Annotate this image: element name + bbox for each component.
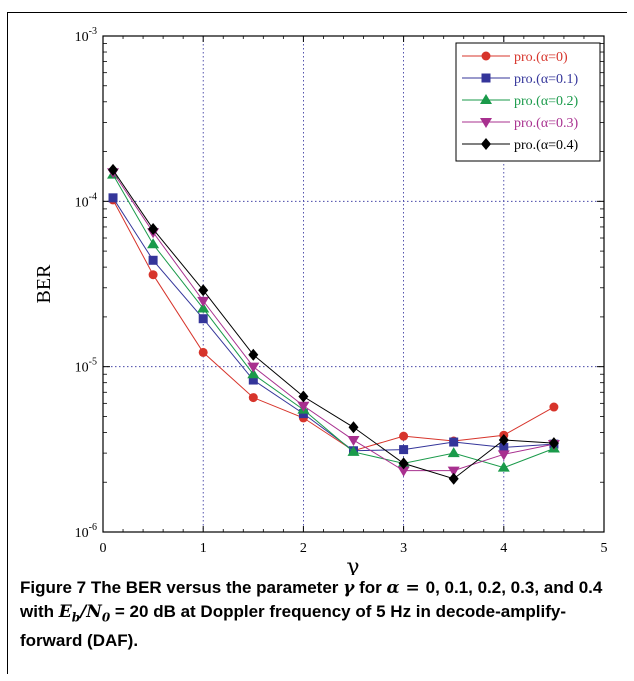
data-point-0 [399,431,409,441]
legend-marker [481,138,491,150]
y-axis-label: BER [33,264,55,304]
series-line-2 [112,174,555,469]
axis-ticks: 0 1 2 3 4 5 10-6 10-5 10-4 10-3 [75,26,608,556]
data-point-0 [549,402,559,412]
x-tick-label: 4 [500,541,507,556]
y-tick-label: 10-3 [75,26,97,45]
data-point-0 [198,347,208,357]
series-1 [108,193,559,456]
data-point-2 [197,302,210,313]
series-layer [107,163,560,485]
data-point-3 [197,296,210,307]
data-point-2 [147,238,160,249]
x-tick-label: 1 [200,541,207,556]
caption-frame-left [7,12,8,674]
data-point-2 [497,461,510,472]
equals-20: = 20 [110,602,149,621]
legend-marker [480,118,492,128]
caption-frame-top [7,12,627,13]
legend-marker [481,73,491,83]
data-point-0 [148,270,158,280]
data-point-4 [448,472,459,485]
y-tick-label: 10-5 [75,357,97,376]
data-point-1 [298,409,308,419]
data-point-1 [449,437,459,447]
data-point-4 [198,284,209,297]
y-tick-label: 10-6 [75,522,97,541]
data-point-3 [397,466,410,477]
data-point-4 [248,348,259,361]
data-point-4 [348,421,359,434]
data-point-2 [447,447,460,458]
figure-caption: Figure 7 The BER versus the parameter γ … [20,576,620,653]
x-tick-label: 5 [601,541,608,556]
data-point-1 [248,375,258,385]
ber-chart: 0 1 2 3 4 510-610-510-410-3 pro.(α=0)pro.(α=0… [33,26,608,575]
data-point-4 [548,437,559,450]
data-point-2 [347,445,360,456]
data-point-3 [247,362,260,373]
legend-marker [480,94,492,104]
data-point-4 [298,390,309,403]
legend-entry-label: pro.(α=0.1) [514,72,579,87]
data-point-1 [198,314,208,324]
caption-text-4: dB at Doppler frequency of 5 Hz in decod… [20,602,566,651]
legend: pro.(α=0) pro.(α=0.1) pro.(α=0.2) pro.(α=0.… [455,42,601,162]
data-point-1 [148,255,158,265]
legend-entry-label: pro.(α=0) [514,50,568,65]
data-point-1 [499,442,509,452]
y-tick-label: 10-4 [75,191,97,210]
series-line-0 [112,199,555,452]
data-point-3 [347,436,360,447]
caption-text-3: 0, 0.1, 0.2, 0.3, and 0.4 with [20,578,603,621]
data-point-3 [447,466,460,477]
data-point-4 [148,223,159,236]
series-line-1 [112,197,554,452]
series-line-3 [112,171,554,472]
gamma-symbol: γ [343,578,355,598]
legend-entry-label: pro.(α=0.2) [514,94,579,109]
plot-area-frame [102,35,605,533]
legend-entry-label: pro.(α=0.4) [514,138,579,153]
legend-marker [481,51,491,61]
series-line-4 [112,169,554,480]
series-4 [108,163,559,485]
data-point-2 [247,368,260,379]
data-point-4 [398,457,409,470]
data-point-1 [108,193,118,203]
figure-label: Figure 7 [20,578,87,597]
series-0 [108,195,559,456]
eb-symbol: E [58,602,72,622]
eb-subscript: b [71,610,81,625]
caption-text-2: for [354,578,387,597]
x-tick-label: 3 [400,541,407,556]
data-point-4 [498,434,509,447]
x-tick-label: 0 [100,541,107,556]
data-point-0 [248,393,258,403]
data-point-3 [497,450,510,461]
legend-box [455,42,601,162]
caption-text-1: The BER versus the parameter [86,578,344,597]
x-tick-label: 2 [300,541,307,556]
data-point-3 [297,401,310,412]
data-point-4 [108,163,119,176]
series-3 [107,168,560,477]
data-point-1 [399,445,409,455]
x-axis-label: γ [346,555,359,575]
legend-entry-label: pro.(α=0.3) [514,116,579,131]
n-symbol: /N [80,602,102,622]
alpha-equals: α = [386,578,426,598]
n-subscript: 0 [101,610,111,625]
